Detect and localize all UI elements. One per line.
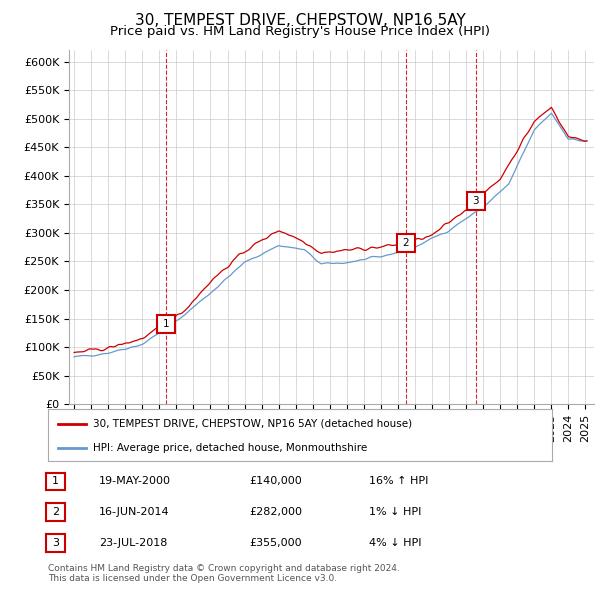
Text: 16-JUN-2014: 16-JUN-2014 <box>99 507 170 517</box>
Text: Price paid vs. HM Land Registry's House Price Index (HPI): Price paid vs. HM Land Registry's House … <box>110 25 490 38</box>
Text: £282,000: £282,000 <box>249 507 302 517</box>
Text: 2: 2 <box>52 507 59 517</box>
Text: 4% ↓ HPI: 4% ↓ HPI <box>369 538 421 548</box>
Text: Contains HM Land Registry data © Crown copyright and database right 2024.
This d: Contains HM Land Registry data © Crown c… <box>48 563 400 583</box>
Text: 23-JUL-2018: 23-JUL-2018 <box>99 538 167 548</box>
Text: 1: 1 <box>163 319 169 329</box>
Text: 30, TEMPEST DRIVE, CHEPSTOW, NP16 5AY: 30, TEMPEST DRIVE, CHEPSTOW, NP16 5AY <box>134 13 466 28</box>
Text: 2: 2 <box>403 238 409 248</box>
Text: 3: 3 <box>472 196 479 206</box>
Text: 1% ↓ HPI: 1% ↓ HPI <box>369 507 421 517</box>
Text: 3: 3 <box>52 538 59 548</box>
Text: 19-MAY-2000: 19-MAY-2000 <box>99 477 171 486</box>
Text: 16% ↑ HPI: 16% ↑ HPI <box>369 477 428 486</box>
Text: £140,000: £140,000 <box>249 477 302 486</box>
Text: 30, TEMPEST DRIVE, CHEPSTOW, NP16 5AY (detached house): 30, TEMPEST DRIVE, CHEPSTOW, NP16 5AY (d… <box>94 419 412 429</box>
Text: £355,000: £355,000 <box>249 538 302 548</box>
Text: HPI: Average price, detached house, Monmouthshire: HPI: Average price, detached house, Monm… <box>94 444 368 453</box>
Text: 1: 1 <box>52 477 59 486</box>
